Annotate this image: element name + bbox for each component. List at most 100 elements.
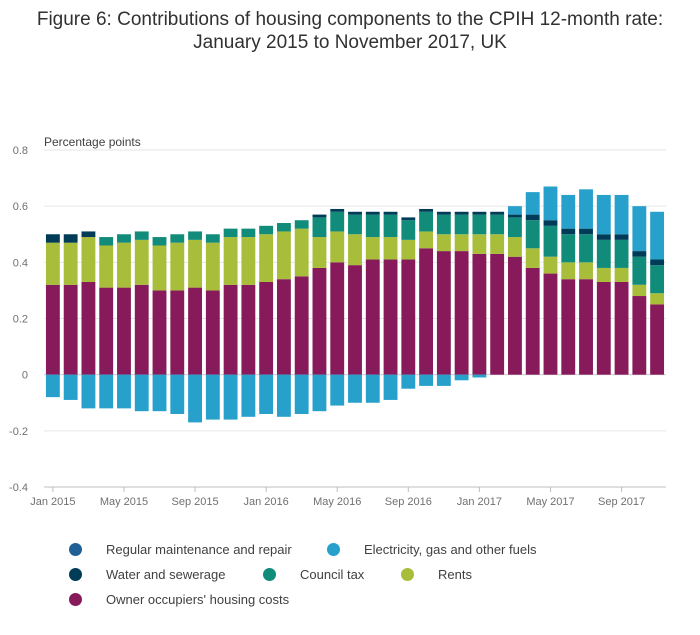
bar-segment xyxy=(241,228,256,238)
bar-segment xyxy=(454,214,469,235)
bar-segment xyxy=(81,374,96,409)
bar-segment xyxy=(170,374,185,414)
bar-segment xyxy=(579,279,593,375)
bar-segment xyxy=(63,234,78,243)
bar-segment xyxy=(419,208,434,212)
bar-segment xyxy=(401,239,416,260)
chart-title: Figure 6: Contributions of housing compo… xyxy=(0,8,700,54)
bar-segment xyxy=(45,234,60,243)
bar-segment xyxy=(543,220,558,226)
bar-segment xyxy=(330,262,345,375)
bar-segment xyxy=(436,211,451,215)
bar-segment xyxy=(294,374,309,414)
bar-segment xyxy=(81,231,96,238)
bar-segment xyxy=(436,214,451,235)
bar-segment xyxy=(170,242,185,291)
bar-segment xyxy=(525,248,540,268)
bar-segment xyxy=(348,211,362,215)
bar-segment xyxy=(99,245,114,288)
bar-segment xyxy=(348,265,362,375)
bar-segment xyxy=(614,267,629,282)
bar-segment xyxy=(490,234,505,254)
x-tick-label: Sep 2017 xyxy=(598,496,645,508)
bar-segment xyxy=(579,262,593,280)
bar-segment xyxy=(525,267,540,375)
bar-segment xyxy=(383,374,398,400)
bar-segment xyxy=(632,296,647,375)
bar-segment xyxy=(188,374,202,423)
bar-segment xyxy=(401,220,416,240)
bar-segment xyxy=(134,374,149,412)
bar-segment xyxy=(223,374,238,420)
y-tick-label: -0.2 xyxy=(9,426,28,438)
bar-segment xyxy=(205,290,220,375)
bar-segment xyxy=(561,262,576,280)
chart-title-line-2: January 2015 to November 2017, UK xyxy=(193,32,507,53)
x-tick-label: May 2017 xyxy=(526,496,574,508)
bar-segment xyxy=(276,279,291,375)
y-tick-label: 0.2 xyxy=(13,314,28,326)
bar-segment xyxy=(650,259,665,266)
bar-segment xyxy=(63,284,78,375)
bar-segment xyxy=(365,211,380,215)
bar-segment xyxy=(596,194,611,235)
bar-segment xyxy=(650,293,665,305)
bar-segment xyxy=(596,267,611,282)
bar-segment xyxy=(188,287,202,375)
bar-segment xyxy=(596,281,611,375)
x-tick-label: Jan 2016 xyxy=(244,496,289,508)
bar-segment xyxy=(543,225,558,257)
bar-segment xyxy=(152,245,167,291)
bar-segment xyxy=(63,374,78,400)
bar-segment xyxy=(365,374,380,403)
bar-segment xyxy=(81,281,96,375)
bar-segment xyxy=(561,234,576,263)
bar-segment xyxy=(294,228,309,277)
bar-segment xyxy=(543,256,558,274)
bar-segment xyxy=(152,237,167,246)
bar-segment xyxy=(348,234,362,266)
bar-segment xyxy=(419,231,434,249)
chart-title-line-1: Figure 6: Contributions of housing compo… xyxy=(36,9,664,30)
bar-segment xyxy=(632,206,647,252)
bar-segment xyxy=(436,251,451,375)
bar-segment xyxy=(152,374,167,412)
x-tick-label: Sep 2015 xyxy=(172,496,219,508)
bar-segment xyxy=(579,228,593,235)
bar-segment xyxy=(561,228,576,235)
bar-segment xyxy=(508,256,522,375)
bar-segment xyxy=(348,374,362,403)
bar-segment xyxy=(188,231,202,240)
y-tick-label: -0.4 xyxy=(9,482,28,494)
bar-segment xyxy=(223,237,238,285)
bar-segment xyxy=(650,304,665,375)
bar-segment xyxy=(383,214,398,238)
bar-segment xyxy=(614,239,629,268)
bar-segment xyxy=(579,189,593,229)
y-tick-label: 0.6 xyxy=(13,201,28,213)
bar-segment xyxy=(365,237,380,260)
bar-segment xyxy=(259,234,274,282)
bar-segment xyxy=(525,192,540,215)
bar-segment xyxy=(579,234,593,263)
bar-segment xyxy=(472,211,487,215)
bar-segment xyxy=(419,248,434,375)
bar-segment xyxy=(294,220,309,229)
bar-segment xyxy=(525,214,540,221)
x-tick-label: Sep 2016 xyxy=(385,496,432,508)
bar-segment xyxy=(383,237,398,260)
bar-segment xyxy=(632,251,647,257)
bar-segment xyxy=(419,211,434,232)
bar-segment xyxy=(312,237,327,268)
bar-segment xyxy=(259,281,274,375)
bar-segment xyxy=(330,374,345,406)
bar-segment xyxy=(650,265,665,294)
bar-segment xyxy=(312,267,327,375)
bar-segment xyxy=(45,374,60,398)
bar-segment xyxy=(472,374,487,378)
bar-segment xyxy=(454,374,469,381)
bar-segment xyxy=(170,234,185,243)
bar-segment xyxy=(614,281,629,375)
bar-segment xyxy=(134,239,149,285)
bar-segment xyxy=(508,206,522,215)
